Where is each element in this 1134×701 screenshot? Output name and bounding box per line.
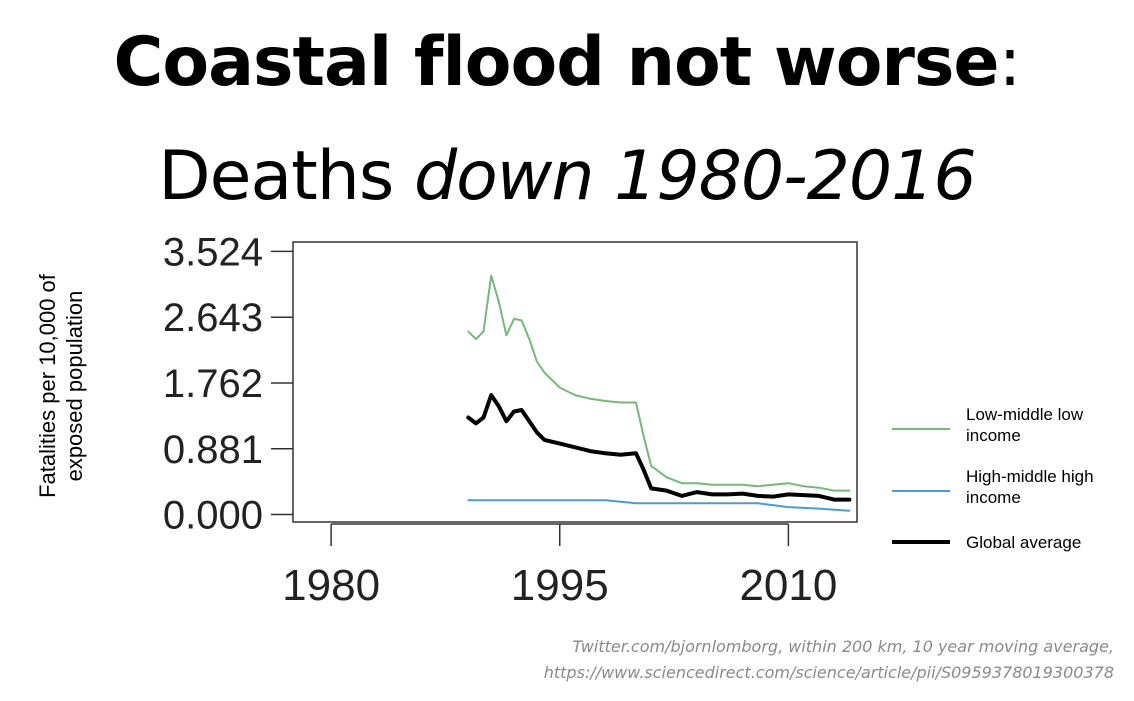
title-colon: : xyxy=(998,23,1022,102)
x-tick-label: 1980 xyxy=(282,561,380,610)
legend-swatch-high-middle xyxy=(892,490,950,492)
title-bold-text: Coastal flood not worse xyxy=(113,23,1000,102)
y-tick-label: 2.643 xyxy=(163,296,263,340)
legend-item-low-middle: Low-middle low income xyxy=(890,404,1130,446)
x-tick-label: 2010 xyxy=(739,561,837,610)
page-subtitle: Deaths down 1980-2016 xyxy=(0,132,1134,222)
global-average-line xyxy=(466,393,852,502)
plot-frame xyxy=(292,241,858,523)
high-middle-line xyxy=(467,499,851,512)
legend-swatch-low-middle xyxy=(892,428,950,430)
y-tick-label: 3.524 xyxy=(163,230,263,274)
source-line1: Twitter.com/bjornlomborg, within 200 km,… xyxy=(572,637,1114,656)
legend-label-global: Global average xyxy=(966,533,1082,552)
subtitle-plain-text: Deaths xyxy=(158,137,414,216)
legend-item-global: Global average xyxy=(890,530,1130,554)
legend-item-high-middle: High-middle high income xyxy=(890,466,1130,508)
low-middle-line xyxy=(467,274,851,492)
page-title: Coastal flood not worse: xyxy=(0,18,1134,108)
y-tick-label: 1.762 xyxy=(163,362,263,406)
y-tick-label: 0.000 xyxy=(163,494,263,538)
legend-label-high-middle: High-middle high income xyxy=(966,467,1094,507)
legend-label-low-middle: Low-middle low income xyxy=(966,405,1084,445)
source-citation: Twitter.com/bjornlomborg, within 200 km,… xyxy=(544,634,1114,686)
subtitle-italic-text: down 1980-2016 xyxy=(413,137,977,216)
source-line2: https://www.sciencedirect.com/science/ar… xyxy=(543,663,1114,682)
y-tick-label: 0.881 xyxy=(163,428,263,472)
x-tick-label: 1995 xyxy=(511,561,609,610)
legend-swatch-global xyxy=(892,540,950,544)
